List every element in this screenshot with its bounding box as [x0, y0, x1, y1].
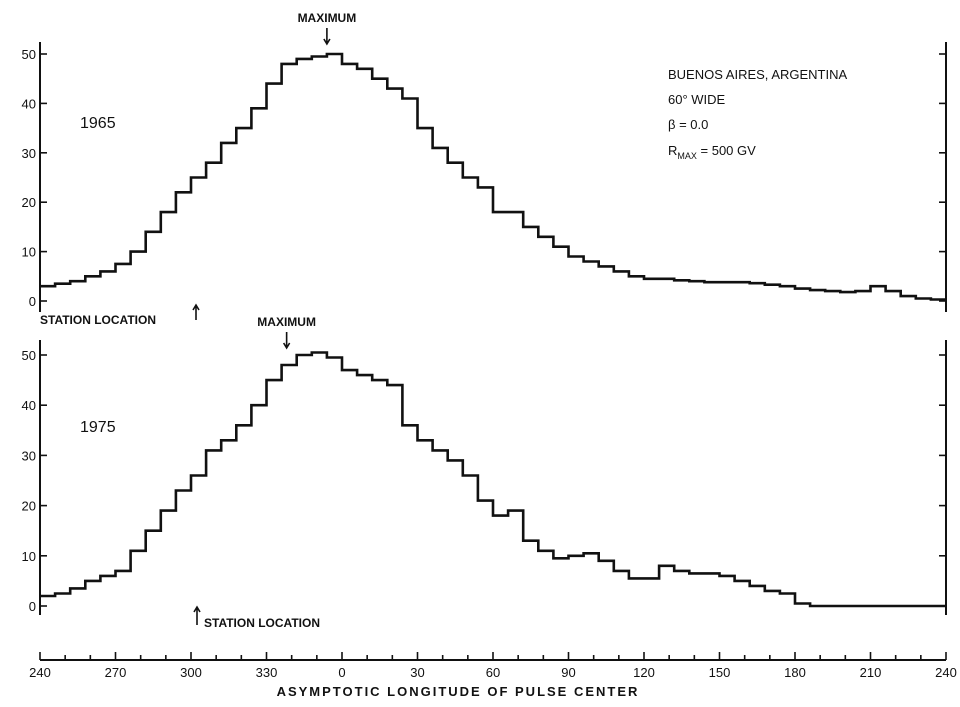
station-location-label: STATION LOCATION [204, 616, 320, 630]
x-tick-label: 120 [633, 665, 655, 680]
station-annotation: STATION LOCATION [193, 605, 320, 630]
y-ticks: 0 10 20 30 40 50 [22, 47, 946, 309]
series-1975-step-line [40, 351, 946, 608]
x-tick-label: 330 [256, 665, 278, 680]
y-tick-label: 0 [29, 294, 36, 309]
maximum-arrow-icon [282, 332, 291, 350]
y-tick-label: 10 [22, 549, 36, 564]
station-arrow-icon [193, 605, 201, 625]
x-tick-label: 90 [561, 665, 575, 680]
y-tick-label: 10 [22, 245, 36, 260]
panel-1975: 0 10 20 30 40 50 1975 MAXIMUM STATION LOCATIO… [22, 315, 947, 630]
x-tick-label: 270 [105, 665, 127, 680]
y-tick-label: 30 [22, 146, 36, 161]
info-location: BUENOS AIRES, ARGENTINA [668, 67, 847, 82]
maximum-annotation: MAXIMUM [257, 315, 316, 350]
x-ticks: 240 270 300 330 0 30 60 90 120 150 180 210 240 [29, 652, 957, 680]
maximum-label: MAXIMUM [257, 315, 316, 329]
panel-1965: 0 10 20 30 40 50 1965 MAXIMUM STATION LOCATIO… [22, 11, 947, 327]
info-width: 60° WIDE [668, 92, 726, 107]
x-tick-label: 240 [935, 665, 957, 680]
maximum-label: MAXIMUM [298, 11, 357, 25]
station-annotation: STATION LOCATION [40, 303, 200, 327]
y-ticks: 0 10 20 30 40 50 [22, 348, 946, 614]
series-1965-step-line [40, 52, 946, 301]
y-tick-label: 20 [22, 195, 36, 210]
x-tick-label: 30 [410, 665, 424, 680]
x-tick-label: 0 [338, 665, 345, 680]
x-tick-label: 210 [860, 665, 882, 680]
info-rmax: RMAX = 500 GV [668, 143, 756, 161]
y-tick-label: 20 [22, 499, 36, 514]
y-tick-label: 30 [22, 448, 36, 463]
x-tick-label: 60 [486, 665, 500, 680]
year-label-1975: 1975 [80, 419, 116, 436]
y-tick-label: 0 [29, 599, 36, 614]
x-tick-label: 180 [784, 665, 806, 680]
station-arrow-icon [192, 303, 200, 320]
x-tick-label: 150 [709, 665, 731, 680]
x-axis-title: ASYMPTOTIC LONGITUDE OF PULSE CENTER [277, 684, 640, 699]
y-tick-label: 50 [22, 47, 36, 62]
maximum-arrow-icon [323, 28, 331, 46]
y-tick-label: 40 [22, 96, 36, 111]
station-location-label: STATION LOCATION [40, 313, 156, 327]
y-tick-label: 50 [22, 348, 36, 363]
maximum-annotation: MAXIMUM [298, 11, 357, 46]
x-tick-label: 240 [29, 665, 51, 680]
x-tick-label: 300 [180, 665, 202, 680]
x-axis: 240 270 300 330 0 30 60 90 120 150 180 210 240 ASYMP… [29, 652, 957, 699]
info-block: BUENOS AIRES, ARGENTINA 60° WIDE β = 0.0… [668, 67, 847, 161]
y-tick-label: 40 [22, 398, 36, 413]
info-beta: β = 0.0 [668, 117, 708, 132]
year-label-1965: 1965 [80, 115, 116, 132]
